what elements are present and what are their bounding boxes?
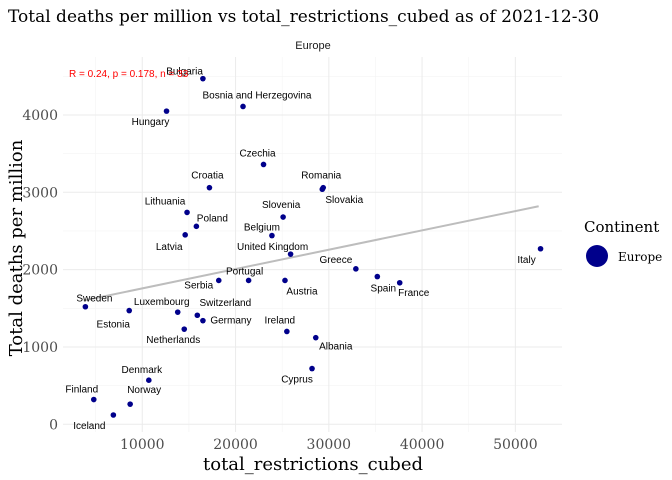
point-label: Slovakia	[325, 195, 363, 206]
correlation-annotation: R = 0.24, p = 0.178, n = 33	[69, 69, 189, 80]
data-point	[181, 326, 188, 332]
x-tick-label: 40000	[400, 437, 445, 453]
legend-label-europe: Europe	[618, 250, 662, 264]
data-point	[126, 307, 133, 314]
point-label: Italy	[517, 255, 535, 266]
data-point	[312, 334, 319, 341]
point-label: Slovenia	[262, 200, 301, 211]
point-label: Bulgaria	[166, 67, 203, 78]
point-label: Denmark	[122, 365, 164, 376]
legend-key-europe	[586, 245, 608, 267]
point-label: Greece	[319, 255, 352, 266]
chart-title: Total deaths per million vs total_restri…	[8, 7, 599, 27]
point-label: Albania	[319, 342, 353, 353]
data-point	[260, 161, 267, 168]
point-label: Netherlands	[146, 335, 200, 346]
data-point	[193, 223, 200, 230]
point-label: United Kingdom	[237, 242, 308, 253]
y-tick-label: 2000	[22, 263, 58, 279]
data-point	[245, 277, 252, 284]
point-label: France	[398, 288, 430, 299]
point-label: Hungary	[132, 117, 170, 128]
y-axis-ticks: 0 1000 2000 3000 4000	[22, 108, 58, 433]
point-label: Luxembourg	[134, 297, 190, 308]
y-tick-label: 1000	[22, 340, 58, 356]
y-tick-label: 3000	[22, 185, 58, 201]
facet-strip-label: Europe	[295, 40, 330, 52]
data-point	[182, 232, 188, 238]
point-label: Czechia	[239, 148, 276, 159]
point-label: Spain	[371, 284, 397, 295]
data-point	[90, 396, 97, 403]
legend: Continent Europe	[584, 218, 662, 267]
point-label: Croatia	[191, 171, 224, 182]
data-point	[282, 277, 288, 284]
point-label: Norway	[127, 385, 161, 396]
data-point	[82, 303, 89, 310]
point-label: Finland	[65, 385, 98, 396]
data-point	[206, 184, 213, 191]
data-point	[200, 75, 206, 82]
data-point	[309, 365, 315, 372]
data-point	[287, 251, 294, 257]
data-point	[110, 412, 117, 418]
data-point	[269, 232, 275, 239]
legend-title: Continent	[584, 218, 659, 236]
point-label: Austria	[286, 286, 318, 297]
point-label: Sweden	[76, 294, 112, 305]
data-point	[194, 312, 201, 319]
y-tick-label: 0	[49, 417, 58, 433]
x-axis-ticks: 10000 20000 30000 40000 50000	[120, 437, 538, 453]
data-point	[537, 245, 544, 252]
data-point	[396, 279, 403, 286]
point-label: Bosnia and Herzegovina	[203, 90, 312, 101]
point-label: Belgium	[244, 223, 280, 234]
point-label: Ireland	[265, 315, 296, 326]
point-label: Romania	[301, 171, 341, 182]
point-label: Iceland	[73, 421, 105, 432]
x-tick-label: 50000	[493, 437, 538, 453]
x-tick-label: 20000	[213, 437, 258, 453]
point-label: Poland	[197, 213, 228, 224]
data-point	[280, 214, 286, 220]
point-label: Estonia	[97, 320, 131, 331]
data-point	[284, 328, 290, 335]
points-group	[82, 75, 544, 418]
data-point	[240, 103, 246, 110]
point-label: Lithuania	[145, 196, 186, 207]
data-point	[374, 273, 381, 280]
grid	[63, 57, 562, 432]
y-axis-title: Total deaths per million	[6, 139, 27, 356]
point-label: Latvia	[156, 242, 183, 253]
y-tick-label: 4000	[22, 108, 58, 124]
point-label: Serbia	[184, 280, 213, 291]
data-point	[353, 266, 359, 272]
data-point	[127, 401, 133, 407]
point-label: Cyprus	[281, 375, 313, 386]
x-axis-title: total_restrictions_cubed	[203, 454, 423, 475]
point-labels-group: Bulgaria Bosnia and Herzegovina Hungary Cze…	[65, 67, 535, 432]
point-label: Switzerland	[199, 298, 251, 309]
data-point	[200, 317, 206, 324]
data-point	[174, 309, 181, 315]
data-point	[184, 209, 190, 216]
trend-line-group	[83, 205, 539, 302]
data-point	[215, 277, 222, 284]
trend-line	[83, 205, 539, 302]
point-label: Germany	[210, 316, 251, 327]
data-point	[146, 377, 152, 383]
x-tick-label: 30000	[307, 437, 352, 453]
x-tick-label: 10000	[120, 437, 165, 453]
data-point	[319, 186, 326, 193]
point-label: Portugal	[226, 266, 263, 277]
data-point	[163, 108, 170, 114]
